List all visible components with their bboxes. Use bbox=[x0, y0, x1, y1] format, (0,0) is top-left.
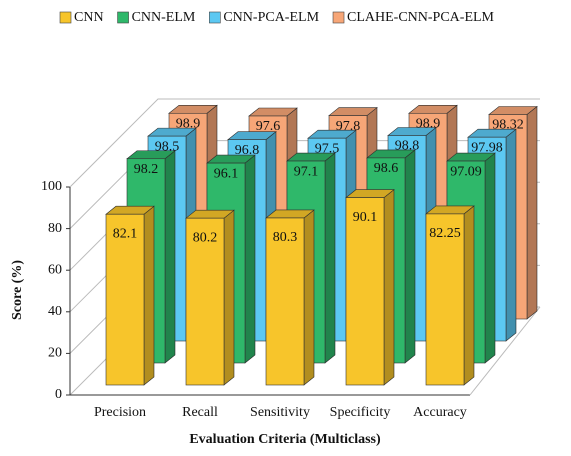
value-label: 82.1 bbox=[113, 226, 138, 241]
x-tick-label: Precision bbox=[94, 405, 146, 420]
bar-side-shade bbox=[144, 206, 154, 385]
bar-top-shade bbox=[367, 149, 415, 158]
bar-top-shade bbox=[127, 150, 175, 159]
bar bbox=[425, 205, 475, 386]
bar-side-shade bbox=[527, 106, 537, 319]
bar-top-shade bbox=[148, 128, 196, 137]
bar-front bbox=[425, 213, 465, 386]
bar bbox=[366, 149, 416, 364]
legend-label: CNN-PCA-ELM bbox=[223, 10, 319, 25]
y-tick-label: 40 bbox=[48, 304, 62, 319]
bar-top-shade bbox=[468, 129, 516, 138]
bar-front bbox=[105, 213, 145, 386]
legend-swatch bbox=[332, 11, 345, 24]
bar bbox=[105, 205, 155, 386]
value-label: 90.1 bbox=[353, 210, 378, 225]
value-label: 97.8 bbox=[336, 119, 361, 134]
bar-top-shade bbox=[207, 155, 255, 164]
bar-front bbox=[265, 217, 305, 386]
value-label: 80.2 bbox=[193, 230, 218, 245]
y-tick-label: 80 bbox=[48, 221, 62, 236]
bar bbox=[345, 188, 395, 386]
value-label: 98.5 bbox=[155, 139, 180, 154]
legend-swatch bbox=[117, 11, 129, 24]
x-tick-label: Accuracy bbox=[413, 405, 467, 420]
value-label: 96.1 bbox=[214, 166, 239, 181]
bar bbox=[185, 209, 235, 386]
bar-side-shade bbox=[405, 149, 415, 363]
bar-top-shade bbox=[249, 107, 297, 116]
bar-top-shade bbox=[169, 105, 217, 114]
bar-side-shade bbox=[245, 155, 255, 363]
bar-side-shade bbox=[506, 129, 516, 341]
bar-side-shade bbox=[224, 210, 234, 385]
y-tick-label: 0 bbox=[55, 387, 62, 402]
bar-top-shade bbox=[266, 209, 314, 218]
bar-side-shade bbox=[464, 205, 474, 385]
bar-top-shade bbox=[308, 130, 356, 139]
x-tick-label: Specificity bbox=[330, 405, 391, 420]
value-label: 98.32 bbox=[492, 118, 524, 133]
value-label: 98.6 bbox=[374, 161, 399, 176]
bar-top-shade bbox=[447, 153, 495, 162]
floor-edge bbox=[469, 306, 541, 396]
legend-swatch bbox=[209, 11, 221, 24]
bar-top-shade bbox=[186, 210, 234, 219]
bar-front bbox=[185, 217, 225, 386]
y-tick-label: 100 bbox=[41, 179, 62, 194]
x-tick-label: Recall bbox=[182, 405, 218, 420]
value-label: 97.98 bbox=[471, 140, 503, 155]
value-label: 97.5 bbox=[315, 141, 340, 156]
bar-top-shade bbox=[329, 107, 377, 116]
bar-side-shade bbox=[325, 153, 335, 363]
legend-label: CNN-ELM bbox=[132, 10, 196, 25]
bar-top-shade bbox=[489, 106, 537, 115]
grid-line bbox=[69, 98, 540, 188]
value-label: 98.9 bbox=[176, 117, 201, 132]
y-axis-title: Score (%) bbox=[10, 260, 25, 320]
legend-swatch bbox=[59, 11, 72, 24]
bar bbox=[265, 209, 315, 386]
legend-label: CNN bbox=[74, 10, 104, 25]
bar-side-shade bbox=[384, 189, 394, 385]
x-tick-label: Sensitivity bbox=[250, 405, 310, 420]
y-tick-label: 60 bbox=[48, 262, 62, 277]
value-label: 98.8 bbox=[395, 139, 420, 154]
bar-top-shade bbox=[346, 189, 394, 198]
value-label: 82.25 bbox=[429, 226, 461, 241]
value-label: 96.8 bbox=[235, 143, 260, 158]
x-axis-title: Evaluation Criteria (Multiclass) bbox=[189, 432, 381, 447]
value-label: 98.2 bbox=[134, 162, 159, 177]
value-label: 97.1 bbox=[294, 164, 319, 179]
value-label: 97.09 bbox=[450, 164, 482, 179]
bar-top-shade bbox=[426, 205, 474, 214]
bar-top-shade bbox=[228, 131, 276, 140]
bar-side-shade bbox=[304, 209, 314, 385]
bar-top-shade bbox=[388, 127, 436, 136]
bar-top-shade bbox=[287, 153, 335, 162]
bar-side-shade bbox=[165, 150, 175, 363]
bar-side-shade bbox=[485, 153, 495, 363]
value-label: 98.9 bbox=[416, 117, 441, 132]
bar-top-shade bbox=[106, 206, 154, 215]
legend-label: CLAHE-CNN-PCA-ELM bbox=[347, 10, 495, 25]
bar-top-shade bbox=[409, 105, 457, 114]
value-label: 97.6 bbox=[256, 119, 281, 134]
bar-front bbox=[345, 197, 385, 386]
value-label: 80.3 bbox=[273, 230, 298, 245]
y-tick-label: 20 bbox=[48, 346, 62, 361]
